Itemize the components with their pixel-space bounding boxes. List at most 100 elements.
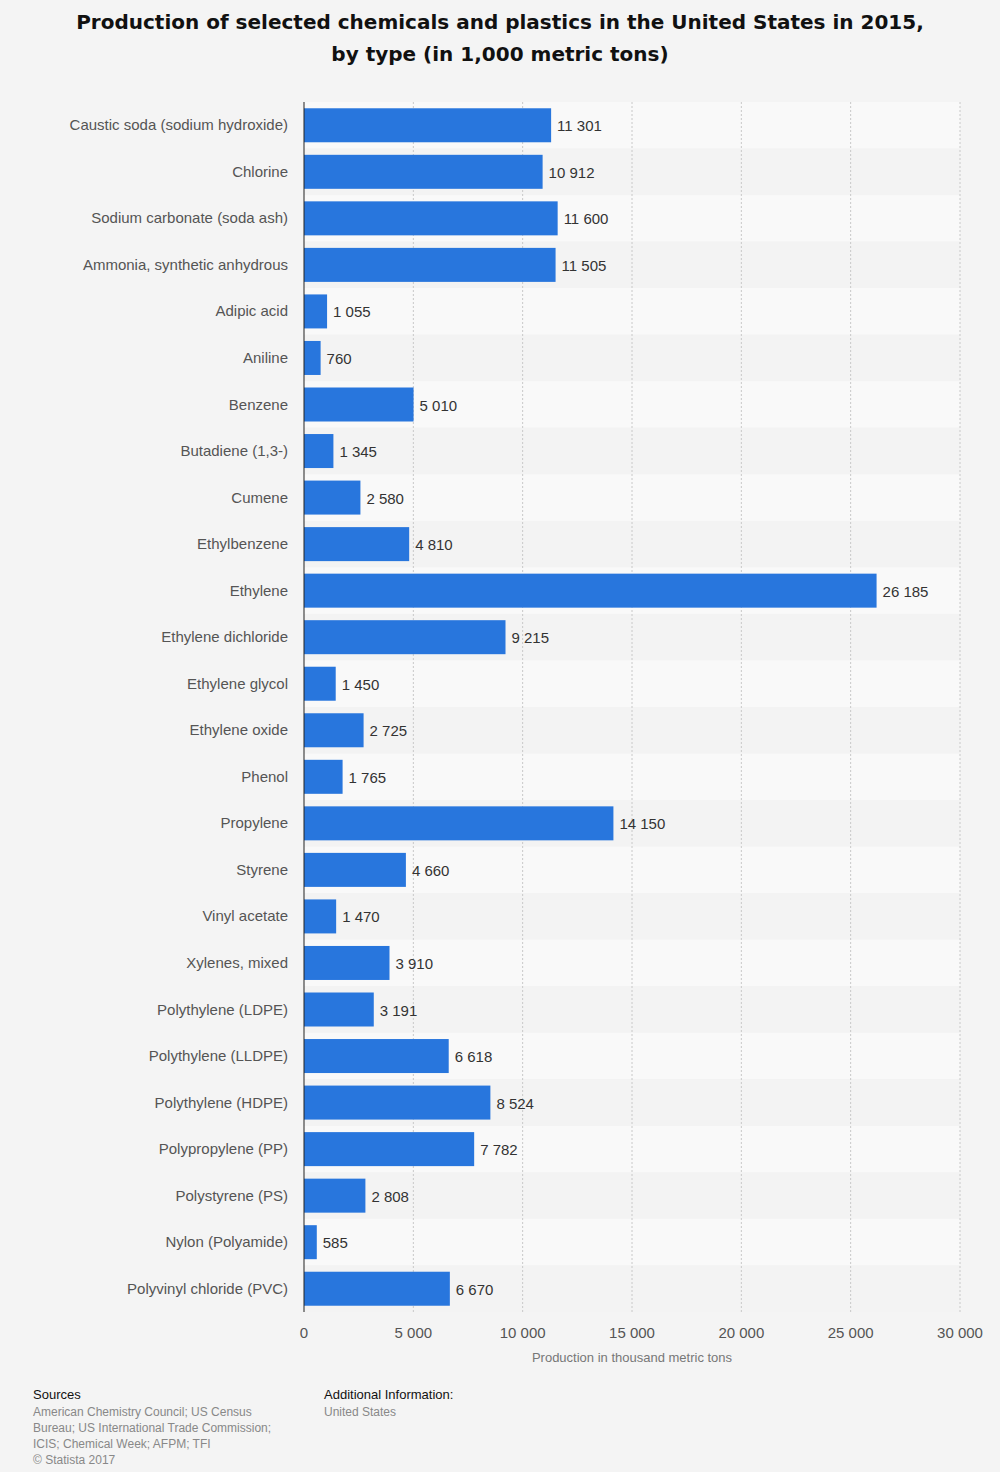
- category-label: Nylon (Polyamide): [165, 1233, 288, 1250]
- data-label: 4 810: [415, 536, 453, 553]
- category-label: Polypropylene (PP): [159, 1140, 288, 1157]
- bar: [304, 946, 389, 980]
- bar: [304, 341, 321, 375]
- row-stripe: [304, 1126, 960, 1173]
- tick-label: 15 000: [609, 1324, 655, 1341]
- data-label: 2 580: [366, 490, 404, 507]
- data-label: 2 725: [370, 722, 408, 739]
- tick-label: 20 000: [718, 1324, 764, 1341]
- background: [0, 0, 1000, 1472]
- data-label: 585: [323, 1234, 348, 1251]
- bar: [304, 1039, 449, 1073]
- row-stripe: [304, 1265, 960, 1312]
- category-label: Chlorine: [232, 163, 288, 180]
- bar: [304, 620, 506, 654]
- data-label: 5 010: [420, 397, 458, 414]
- data-label: 9 215: [512, 629, 550, 646]
- bar: [304, 434, 333, 468]
- bar: [304, 806, 613, 840]
- category-label: Aniline: [243, 349, 288, 366]
- axis-title: Production in thousand metric tons: [532, 1350, 733, 1365]
- row-stripe: [304, 102, 960, 149]
- row-stripe: [304, 567, 960, 614]
- title-line: by type (in 1,000 metric tons): [331, 42, 668, 66]
- source-line: ICIS; Chemical Week; AFPM; TFI: [33, 1437, 211, 1451]
- bar: [304, 760, 343, 794]
- data-label: 14 150: [619, 815, 665, 832]
- tick-label: 30 000: [937, 1324, 983, 1341]
- source-line: Bureau; US International Trade Commissio…: [33, 1421, 271, 1435]
- category-label: Cumene: [231, 489, 288, 506]
- row-stripe: [304, 754, 960, 801]
- bar: [304, 108, 551, 142]
- data-label: 11 600: [564, 210, 609, 227]
- tick-label: 5 000: [395, 1324, 433, 1341]
- data-label: 4 660: [412, 862, 450, 879]
- category-label: Xylenes, mixed: [186, 954, 288, 971]
- chart: Production of selected chemicals and pla…: [0, 0, 1000, 1472]
- category-label: Propylene: [220, 814, 288, 831]
- category-label: Styrene: [236, 861, 288, 878]
- bar: [304, 388, 414, 422]
- info-text: United States: [324, 1405, 396, 1419]
- data-label: 760: [327, 350, 352, 367]
- row-stripe: [304, 381, 960, 428]
- data-label: 1 055: [333, 303, 371, 320]
- category-label: Ethylene: [230, 582, 288, 599]
- bar: [304, 1179, 365, 1213]
- source-line: American Chemistry Council; US Census: [33, 1405, 252, 1419]
- category-label: Vinyl acetate: [202, 907, 288, 924]
- title: Production of selected chemicals and pla…: [76, 10, 924, 66]
- row-stripe: [304, 242, 960, 289]
- data-label: 1 765: [349, 769, 387, 786]
- category-label: Adipic acid: [215, 302, 288, 319]
- data-label: 6 618: [455, 1048, 493, 1065]
- tick-label: 0: [300, 1324, 308, 1341]
- data-label: 8 524: [496, 1095, 534, 1112]
- category-label: Ethylbenzene: [197, 535, 288, 552]
- source-line: © Statista 2017: [33, 1453, 116, 1467]
- bar: [304, 574, 877, 608]
- bar: [304, 993, 374, 1027]
- grid-line: [850, 102, 851, 1312]
- data-label: 3 191: [380, 1002, 418, 1019]
- bar: [304, 899, 336, 933]
- bar: [304, 481, 360, 515]
- grid-line: [632, 102, 633, 1312]
- category-label: Polyvinyl chloride (PVC): [127, 1280, 288, 1297]
- grid-line: [960, 102, 961, 1312]
- bar: [304, 1132, 474, 1166]
- data-label: 6 670: [456, 1281, 494, 1298]
- data-label: 3 910: [395, 955, 433, 972]
- category-label: Phenol: [241, 768, 288, 785]
- row-stripe: [304, 986, 960, 1033]
- bar: [304, 201, 558, 235]
- category-label: Polythylene (HDPE): [155, 1094, 288, 1111]
- bar: [304, 1086, 490, 1120]
- sources-heading: Sources: [33, 1387, 81, 1402]
- page: {"chart_data": { "type": "bar", "orienta…: [0, 0, 1000, 1472]
- category-label: Benzene: [229, 396, 288, 413]
- axis-line: [304, 102, 305, 1312]
- data-label: 11 301: [557, 117, 602, 134]
- data-label: 11 505: [562, 257, 607, 274]
- category-label: Polystyrene (PS): [175, 1187, 288, 1204]
- data-label: 10 912: [549, 164, 595, 181]
- category-label: Ethylene glycol: [187, 675, 288, 692]
- category-label: Ammonia, synthetic anhydrous: [83, 256, 288, 273]
- title-line: Production of selected chemicals and pla…: [76, 10, 924, 34]
- bar: [304, 667, 336, 701]
- tick-label: 25 000: [828, 1324, 874, 1341]
- bar: [304, 853, 406, 887]
- data-label: 1 470: [342, 908, 380, 925]
- category-label: Sodium carbonate (soda ash): [91, 209, 288, 226]
- grid-line: [413, 102, 414, 1312]
- bar: [304, 1272, 450, 1306]
- category-label: Caustic soda (sodium hydroxide): [70, 116, 288, 133]
- category-label: Polythylene (LLDPE): [149, 1047, 288, 1064]
- bar: [304, 248, 556, 282]
- category-label: Ethylene oxide: [190, 721, 288, 738]
- category-label: Ethylene dichloride: [161, 628, 288, 645]
- bars: [304, 108, 877, 1305]
- bar: [304, 155, 543, 189]
